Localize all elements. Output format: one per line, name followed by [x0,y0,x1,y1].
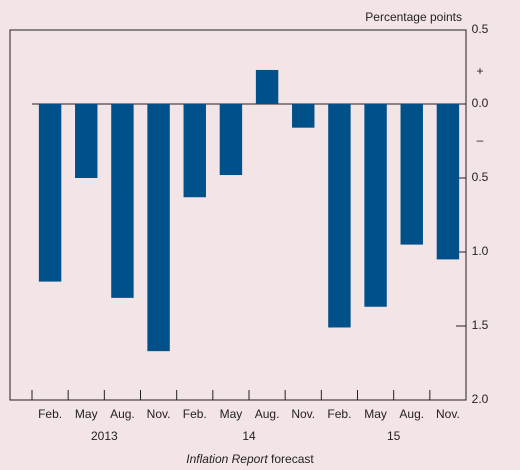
x-tick-label: Feb. [327,407,351,421]
bar [147,104,170,352]
x-tick-label: May [220,407,243,421]
x-axis-label: Inflation Report forecast [186,452,314,466]
y-tick-label: 0.0 [472,96,489,110]
bar [183,104,206,198]
x-tick-label: Nov. [291,407,315,421]
bar [328,104,351,328]
bar [255,69,279,104]
x-tick-label: Feb. [183,407,207,421]
bar [111,104,134,298]
x-tick-label: May [75,407,98,421]
y-tick-label: 2.0 [472,392,489,406]
plot-frame [9,29,467,401]
year-label: 2013 [91,429,118,443]
bar [436,104,460,260]
x-tick-label: May [364,407,387,421]
bar [38,104,62,282]
y-tick-label: 0.5 [472,170,489,184]
y-tick-label: 0.5 [472,22,489,36]
x-tick-label: Aug. [110,407,135,421]
bar [292,104,315,128]
bar [75,104,98,178]
bar [400,104,423,245]
year-label: 14 [242,429,256,443]
plus-annotation: + [476,64,483,78]
y-tick-label: 1.5 [472,318,489,332]
year-label: 15 [387,429,401,443]
minus-annotation: – [477,133,484,147]
y-tick-label: 1.0 [472,244,489,258]
bar [219,104,243,176]
y-axis-label: Percentage points [365,10,462,24]
x-tick-label: Aug. [255,407,280,421]
x-axis-label-italic: Inflation Report [186,452,268,466]
x-tick-label: Nov. [436,407,460,421]
x-tick-label: Feb. [38,407,62,421]
bar [364,104,387,307]
x-tick-label: Nov. [147,407,171,421]
x-axis-label-rest: forecast [271,452,314,466]
x-tick-label: Aug. [399,407,424,421]
